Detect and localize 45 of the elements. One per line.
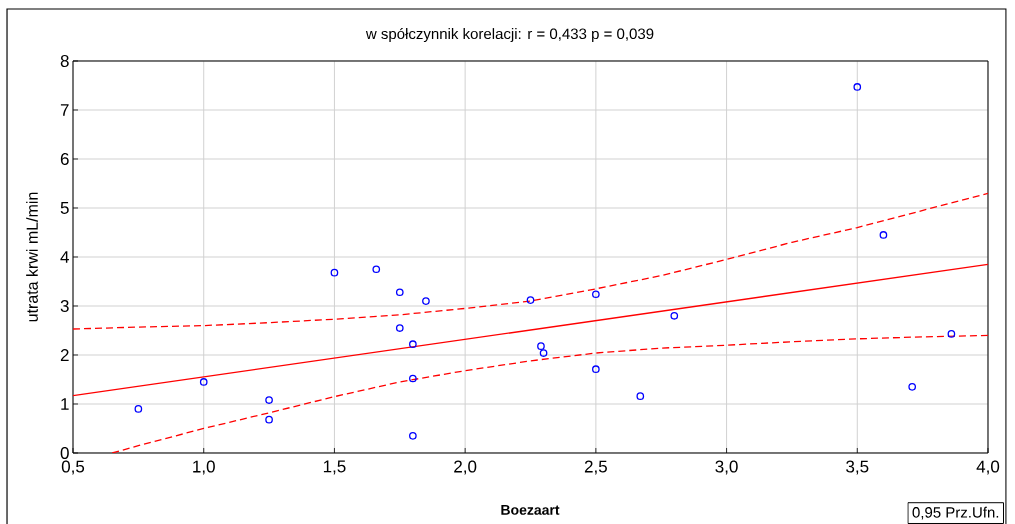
x-tick-label: 0,5 [61,460,85,475]
point [947,330,956,338]
point [409,374,417,383]
chart-title: w spółczynnik korelacji: r = 0,433 p = 0,039 [365,27,654,43]
point [853,83,862,91]
point [395,288,404,297]
point [537,342,545,351]
point [592,365,600,374]
point [134,405,143,413]
point [592,290,600,299]
y-tick-label: 6 [60,152,69,166]
y-tick-label: 5 [60,202,69,214]
line-series [111,334,988,453]
x-tick-label: 3,5 [846,460,869,475]
point [395,324,404,332]
point [265,415,273,424]
point [636,392,645,400]
y-tick-label: 8 [60,54,69,68]
point [539,349,548,357]
x-tick-label: 4,0 [976,460,1000,475]
x-tick-label: 1,0 [193,460,215,475]
point [330,268,339,277]
point [908,382,917,391]
x-tick-label: 1,5 [323,460,346,475]
x-axis-title: Boezaart [501,505,560,515]
y-tick-label: 0 [60,446,69,460]
point [422,297,430,305]
point [199,378,208,386]
point [265,396,273,404]
x-tick-label: 2,0 [454,460,477,475]
point [409,431,417,440]
text: 0,95 Prz.Ufn. [912,506,999,520]
x-tick-label: 3,0 [715,460,738,475]
y-tick-label: 7 [60,104,69,116]
y-tick-label: 1 [61,398,69,410]
y-axis-title: utrata krwi mL/min [26,192,38,322]
point [879,231,888,239]
y-tick-label: 4 [60,251,69,263]
point [526,296,535,304]
x-tick-label: 2,5 [584,460,607,475]
point [670,311,679,320]
y-tick-label: 3 [60,299,69,313]
point [409,340,417,349]
y-tick-label: 2 [60,349,69,361]
point [372,265,381,274]
